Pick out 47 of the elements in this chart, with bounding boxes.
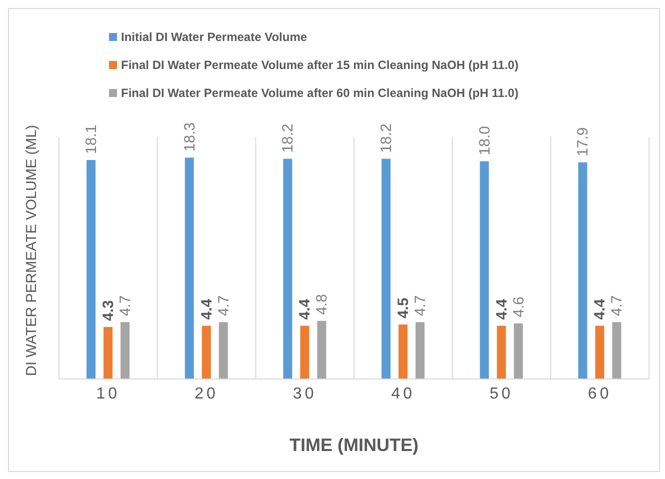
legend-label: Final DI Water Permeate Volume after 15 min Cleaning NaOH (pH 11.0) [121,58,518,72]
data-label: 4.4 [296,298,314,320]
bar [578,162,588,379]
bar [104,326,113,379]
bar [283,158,292,379]
x-tick-label: 10 [96,385,120,402]
data-label: 4.8 [314,294,331,315]
x-tick-label: 40 [391,385,416,402]
data-label: 17.9 [574,127,592,156]
x-tick-label: 30 [292,385,317,402]
x-axis-title: TIME (MINUTE) [290,435,418,455]
bar [612,322,622,379]
data-label: 18.3 [181,122,198,152]
data-label: 4.7 [608,295,626,316]
bar [595,326,604,379]
bar [218,322,228,379]
x-tick-label: 60 [588,385,612,402]
bar [480,161,489,379]
legend-label: Initial DI Water Permeate Volume [121,30,308,44]
data-label: 4.4 [592,298,609,320]
x-tick-label: 50 [490,385,514,402]
data-label: 18.1 [83,124,100,154]
bar [86,160,96,379]
bar [398,324,408,379]
bar [184,158,194,379]
bar [382,158,391,379]
bar [317,320,326,379]
bar [120,322,130,379]
data-label: 4.4 [493,298,510,320]
data-label: 4.7 [117,295,134,316]
data-label: 4.4 [198,298,216,320]
legend-label: Final DI Water Permeate Volume after 60 min Cleaning NaOH (pH 11.0) [121,86,518,100]
y-axis-title: DI WATER PERMEATE VOLUME (ML) [24,124,40,376]
bar [496,326,506,379]
data-label: 4.5 [395,298,412,319]
data-label: 4.7 [412,295,430,316]
data-label: 4.6 [510,296,528,318]
bar [202,326,211,379]
data-label: 18.0 [476,126,494,156]
data-label: 18.2 [378,124,396,153]
bar [300,326,310,379]
bar [416,322,425,379]
data-label: 4.7 [215,295,232,316]
x-tick-label: 20 [194,385,218,402]
data-label: 18.2 [280,124,297,153]
bar [514,323,523,379]
data-label: 4.3 [100,300,118,321]
